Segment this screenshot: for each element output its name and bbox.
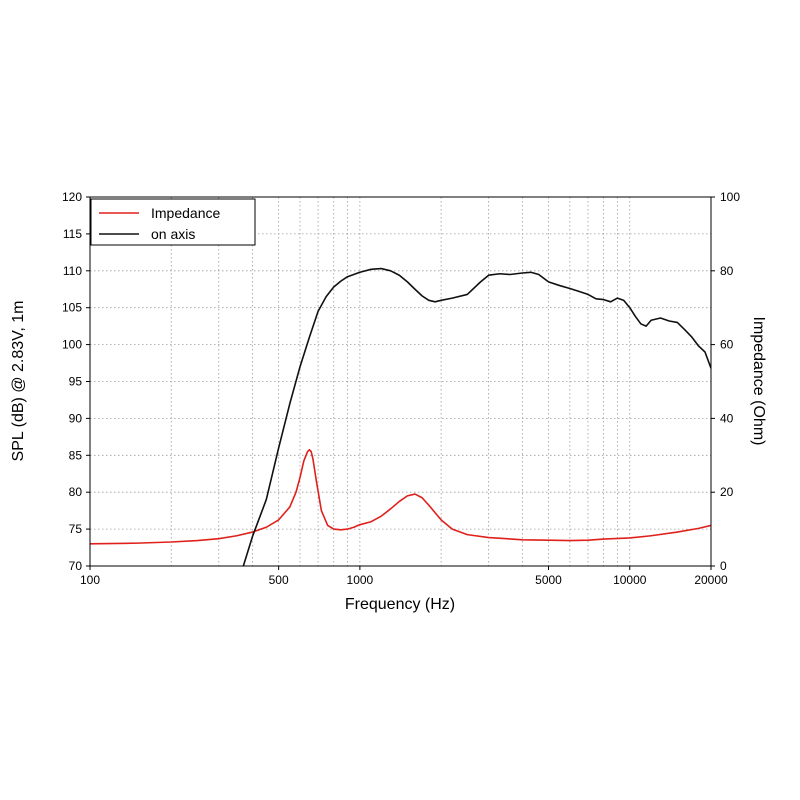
right-axis-ticks: 0 20 40 60 80 100 (711, 190, 740, 573)
left-tick-label: 120 (62, 190, 82, 204)
left-tick-label: 85 (69, 448, 83, 462)
left-tick-label: 115 (63, 227, 82, 241)
left-axis-title: SPL (dB) @ 2.83V, 1m (10, 301, 27, 462)
legend-label-on-axis: on axis (151, 226, 195, 242)
right-tick-label: 20 (720, 485, 734, 499)
series-line-impedance (90, 448, 711, 545)
left-tick-label: 75 (69, 522, 83, 536)
left-tick-label: 105 (62, 301, 82, 315)
series-line-on-axis (242, 267, 711, 566)
grid-lines (90, 197, 711, 566)
series-layer (90, 267, 711, 566)
x-axis-ticks: 100 500 1000 5000 10000 20000 (80, 566, 728, 587)
left-tick-label: 90 (69, 411, 83, 425)
right-tick-label: 0 (720, 559, 727, 573)
left-tick-label: 70 (69, 559, 83, 573)
left-tick-label: 110 (63, 264, 82, 278)
right-tick-label: 40 (720, 411, 734, 425)
x-tick-label: 100 (80, 573, 100, 587)
x-tick-label: 10000 (613, 573, 647, 587)
x-axis-title: Frequency (Hz) (345, 596, 455, 613)
right-tick-label: 80 (720, 264, 734, 278)
x-tick-label: 500 (269, 573, 289, 587)
right-tick-label: 100 (720, 190, 740, 204)
left-axis-ticks: 70 75 80 85 90 95 100 105 110 115 120 (62, 190, 90, 573)
legend-box (90, 198, 256, 246)
left-tick-label: 80 (69, 485, 83, 499)
legend: Impedance on axis (90, 198, 256, 246)
x-tick-label: 20000 (694, 573, 728, 587)
x-tick-label: 1000 (347, 573, 374, 587)
right-axis-title: Impedance (Ohm) (750, 317, 767, 446)
right-tick-label: 60 (720, 338, 734, 352)
left-tick-label: 95 (69, 375, 83, 389)
x-tick-label: 5000 (535, 573, 562, 587)
left-tick-label: 100 (62, 338, 82, 352)
legend-label-impedance: Impedance (151, 205, 220, 221)
